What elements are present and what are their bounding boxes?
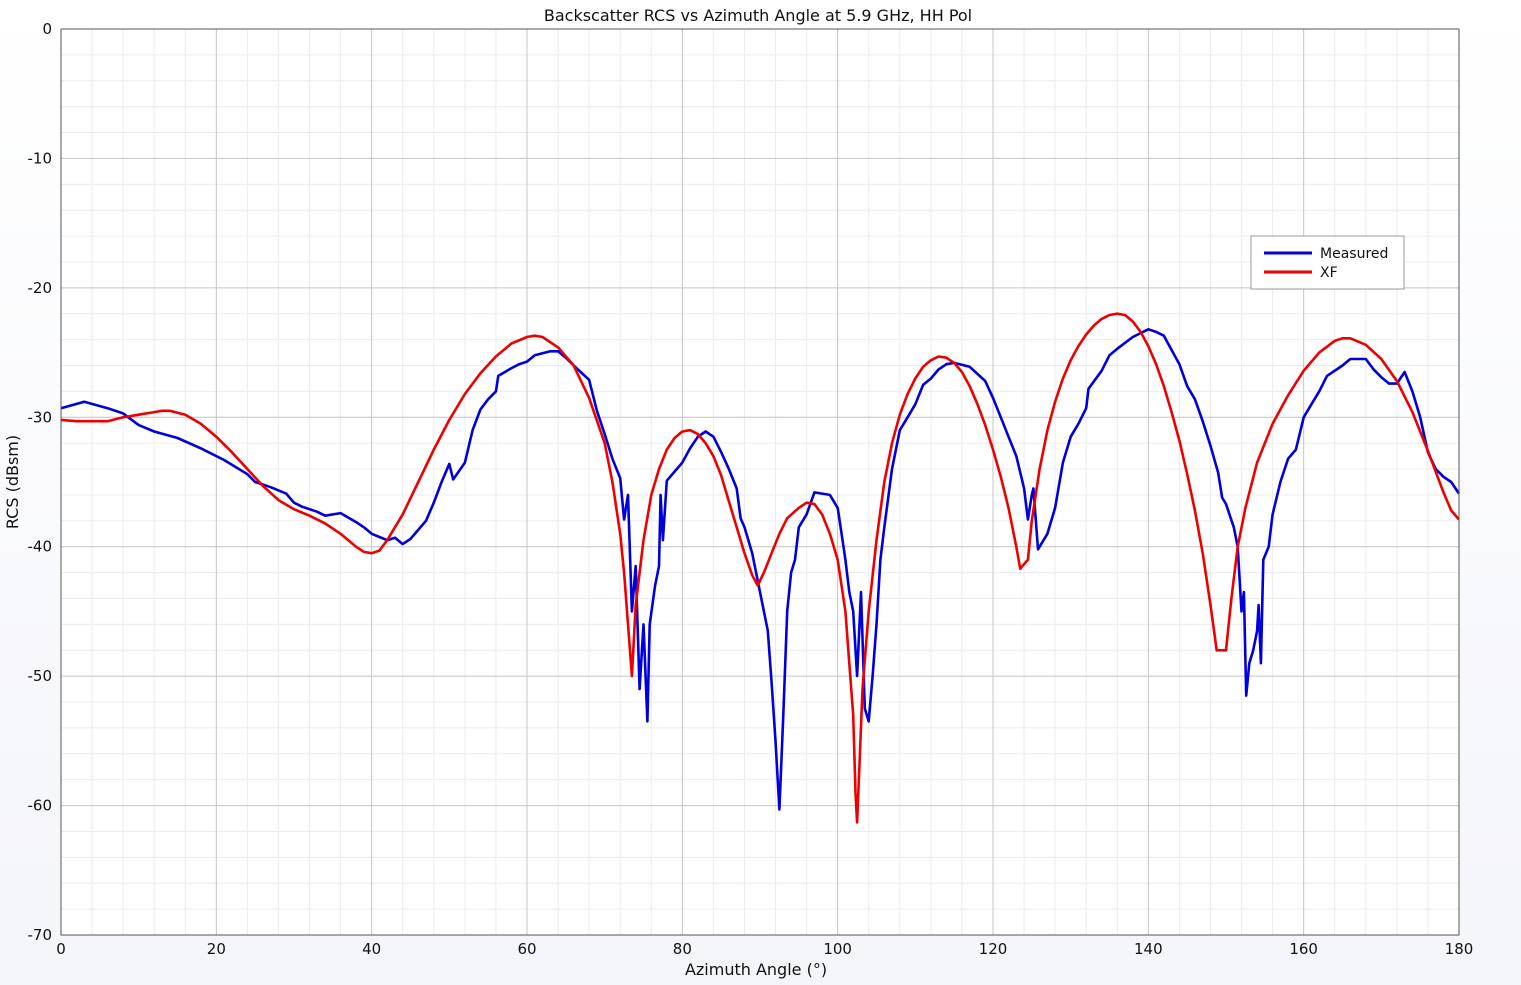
x-tick-label: 120	[979, 940, 1008, 958]
x-tick-label: 180	[1445, 940, 1474, 958]
x-tick-label: 80	[673, 940, 692, 958]
x-tick-label: 160	[1289, 940, 1318, 958]
x-tick-label: 0	[56, 940, 66, 958]
series-group	[60, 312, 1461, 824]
y-tick-label: -70	[28, 926, 53, 944]
x-tick-label: 40	[362, 940, 381, 958]
y-tick-label: 0	[42, 20, 52, 38]
x-tick-label: 20	[207, 940, 226, 958]
legend: Measured XF	[1250, 235, 1405, 290]
y-tick-label: -20	[28, 279, 53, 297]
y-tick-label: -10	[28, 149, 53, 167]
x-tick-label: 60	[517, 940, 536, 958]
y-tick-label: -40	[28, 538, 53, 556]
chart-title: Backscatter RCS vs Azimuth Angle at 5.9 …	[544, 6, 972, 25]
series-line-measured	[60, 328, 1461, 811]
tick-labels: 0 20 40 60 80 100 120 140 160 180 0 -10 -20 -30 -40 -50…	[28, 20, 1474, 958]
plot-area	[61, 29, 1459, 935]
y-tick-label: -50	[28, 667, 53, 685]
y-axis-label: RCS (dBsm)	[3, 435, 22, 529]
x-axis-label: Azimuth Angle (°)	[685, 960, 827, 979]
legend-label-measured: Measured	[1320, 246, 1388, 262]
x-tick-label: 100	[823, 940, 852, 958]
y-tick-label: -60	[28, 797, 53, 815]
x-tick-label: 140	[1134, 940, 1163, 958]
legend-box	[1250, 235, 1405, 290]
plot-frame	[60, 28, 1460, 936]
y-tick-label: -30	[28, 408, 53, 426]
series-line-xf	[60, 312, 1460, 824]
legend-label-xf: XF	[1320, 265, 1338, 281]
